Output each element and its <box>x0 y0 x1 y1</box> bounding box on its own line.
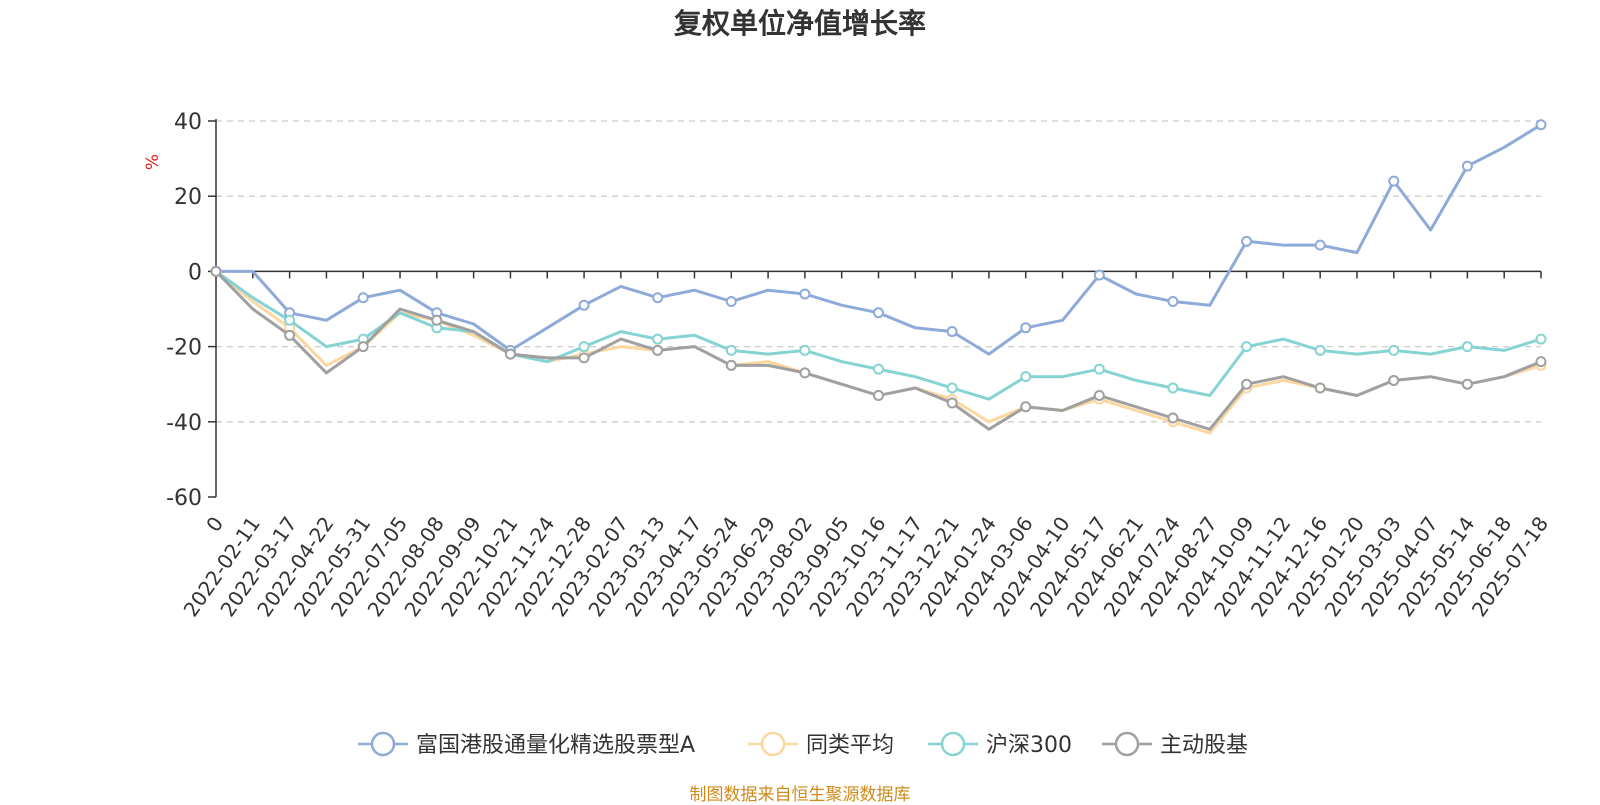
y-tick-label: -60 <box>166 486 202 511</box>
y-tick-label: 20 <box>174 185 202 210</box>
legend-marker <box>940 731 966 757</box>
data-point <box>1461 160 1473 172</box>
data-point <box>652 333 664 345</box>
data-point <box>725 344 737 356</box>
data-point <box>873 363 884 375</box>
data-point <box>1461 341 1473 353</box>
x-tick-label: 0 <box>201 512 228 536</box>
source-note: 制图数据来自恒生聚源数据库 <box>689 785 911 805</box>
legend-label: 同类平均 <box>806 733 894 758</box>
data-point <box>725 359 737 371</box>
data-point <box>652 344 664 356</box>
series-line <box>214 269 1543 431</box>
data-point <box>1167 382 1179 394</box>
y-tick-label: 0 <box>188 260 202 285</box>
data-point <box>1314 239 1326 251</box>
data-point <box>1167 295 1179 307</box>
data-point <box>873 307 884 319</box>
data-point <box>1535 333 1547 345</box>
data-point <box>799 344 811 356</box>
y-tick-label: 40 <box>174 110 202 135</box>
data-point <box>1020 401 1032 413</box>
series-layer <box>210 119 1547 435</box>
legend[interactable]: 富国港股通量化精选股票型A 同类平均 沪深300 主动股基 <box>358 731 1248 758</box>
data-point <box>1093 269 1105 281</box>
data-point <box>1241 235 1253 247</box>
data-point <box>799 288 811 300</box>
data-point <box>1388 175 1400 187</box>
data-point <box>1388 344 1400 356</box>
data-point <box>1314 382 1326 394</box>
data-point <box>799 367 811 379</box>
y-tick-label: -20 <box>166 336 202 361</box>
data-point <box>578 341 590 353</box>
data-point <box>284 314 296 326</box>
data-point <box>946 326 958 338</box>
series-line <box>214 269 1543 401</box>
data-point <box>1167 412 1179 424</box>
data-point <box>652 292 664 304</box>
data-point <box>1241 378 1253 390</box>
data-point <box>1241 341 1253 353</box>
data-point <box>1314 344 1326 356</box>
chart-title: 复权单位净值增长率 <box>673 7 926 40</box>
data-point <box>431 314 443 326</box>
data-point <box>504 348 516 360</box>
data-point <box>578 352 590 364</box>
legend-label: 富国港股通量化精选股票型A <box>416 733 695 758</box>
y-tick-label: -40 <box>166 411 202 436</box>
data-point <box>357 341 369 353</box>
legend-marker <box>1114 731 1140 757</box>
data-point <box>946 382 958 394</box>
data-point <box>1093 363 1105 375</box>
legend-label: 主动股基 <box>1160 733 1248 758</box>
data-point <box>1388 374 1400 386</box>
data-point <box>873 389 884 401</box>
data-point <box>725 295 737 307</box>
data-point <box>1020 371 1032 383</box>
data-point <box>1535 356 1547 368</box>
data-point <box>1093 389 1105 401</box>
line-chart: 40200-20-40-60%02022-02-112022-03-172022… <box>143 110 1553 758</box>
legend-label: 沪深300 <box>986 733 1072 758</box>
data-point <box>210 265 222 277</box>
data-point <box>1535 119 1547 131</box>
data-point <box>1020 322 1032 334</box>
data-point <box>357 292 369 304</box>
data-point <box>946 397 958 409</box>
y-axis-label: % <box>143 154 163 170</box>
data-point <box>284 329 296 341</box>
data-point <box>578 299 590 311</box>
legend-marker <box>760 731 786 757</box>
data-point <box>1461 378 1473 390</box>
legend-marker <box>370 731 396 757</box>
axis-layer: 40200-20-40-60%02022-02-112022-03-172022… <box>143 110 1553 621</box>
